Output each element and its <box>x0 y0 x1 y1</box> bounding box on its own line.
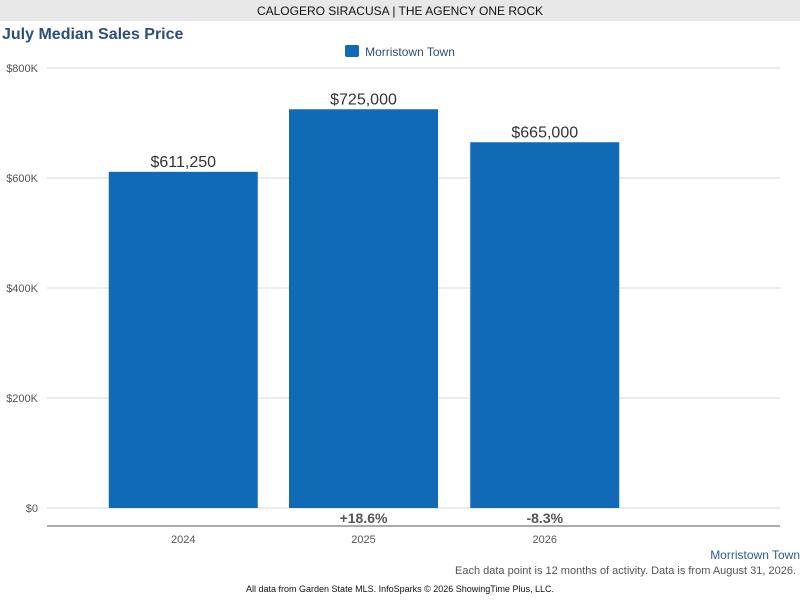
legend-swatch <box>345 45 360 57</box>
data-label: $665,000 <box>511 124 578 141</box>
y-tick-label: $800K <box>6 63 38 75</box>
x-tick-label: 2025 <box>351 534 375 546</box>
bar[interactable] <box>289 109 438 508</box>
change-label: -8.3% <box>526 510 563 526</box>
data-label: $725,000 <box>330 91 397 108</box>
bar[interactable] <box>108 171 258 508</box>
change-label: +18.6% <box>340 510 388 526</box>
y-tick-label: $0 <box>26 503 38 515</box>
agent-header: CALOGERO SIRACUSA | THE AGENCY ONE ROCK <box>0 0 800 21</box>
y-tick-label: $200K <box>6 393 38 405</box>
footer-note: Each data point is 12 months of activity… <box>455 565 796 577</box>
y-tick-label: $600K <box>6 173 38 185</box>
data-label: $611,250 <box>150 154 216 171</box>
x-tick-label: 2026 <box>533 534 557 546</box>
legend-label: Morristown Town <box>365 45 455 59</box>
x-tick-label: 2024 <box>171 534 195 546</box>
footer-series-label[interactable]: Morristown Town <box>710 548 800 562</box>
footer-source: All data from Garden State MLS. InfoSpar… <box>246 584 554 594</box>
chart-legend[interactable]: Morristown Town <box>0 45 800 59</box>
chart-title: July Median Sales Price <box>2 26 184 43</box>
bar[interactable] <box>470 142 620 508</box>
bar-chart: $0 $200K $400K $600K $800K $611,250 2024 $725,0… <box>6 63 780 546</box>
y-tick-label: $400K <box>6 283 38 295</box>
